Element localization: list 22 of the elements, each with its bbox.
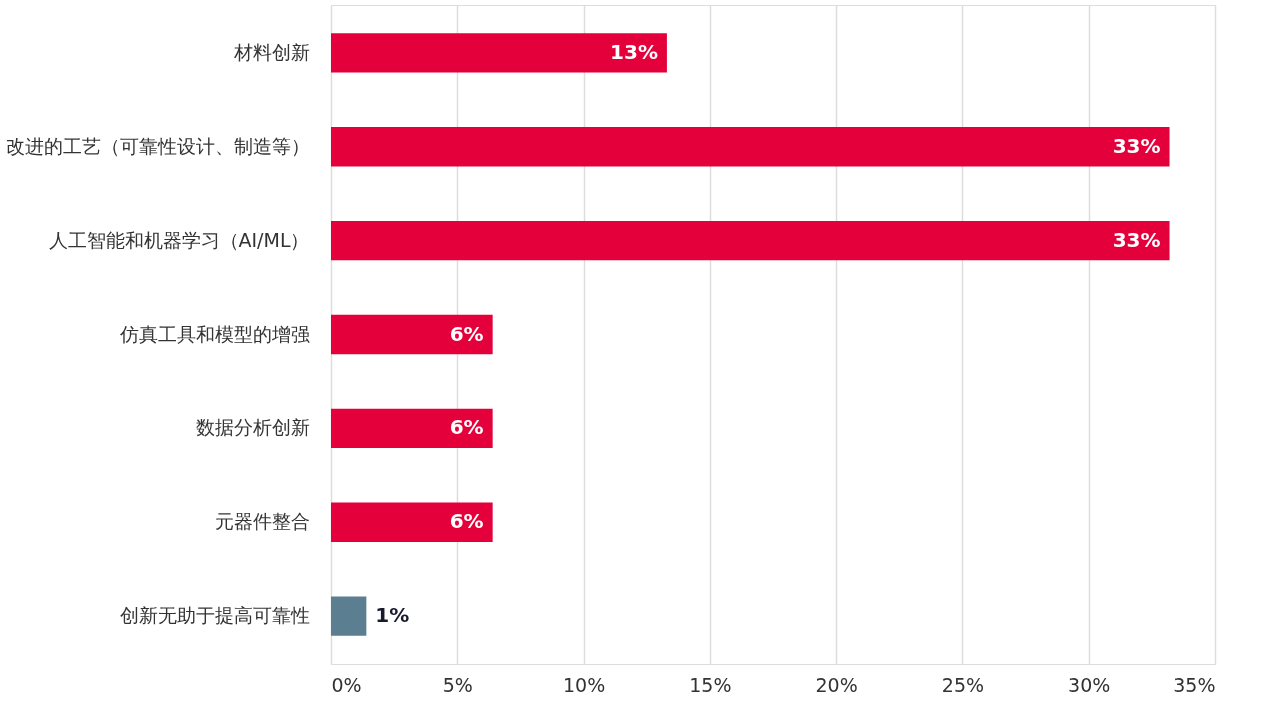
data-label: 1% bbox=[375, 603, 410, 628]
data-label: 6% bbox=[449, 509, 484, 534]
x-tick-label: 15% bbox=[689, 673, 732, 696]
y-tick-label: 仿真工具和模型的增强 bbox=[118, 322, 310, 345]
x-tick-label: 10% bbox=[562, 673, 606, 696]
y-tick-label: 元器件整合 bbox=[214, 510, 310, 533]
data-label: 6% bbox=[449, 321, 484, 346]
data-label: 6% bbox=[449, 415, 484, 440]
y-tick-label: 人工智能和机器学习（AI/ML） bbox=[48, 228, 310, 251]
data-label: 33% bbox=[1112, 133, 1161, 158]
x-tick-label: 30% bbox=[1068, 673, 1111, 696]
y-tick-label: 数据分析创新 bbox=[195, 416, 310, 439]
data-label: 33% bbox=[1112, 227, 1161, 252]
y-tick-label: 材料创新 bbox=[232, 40, 310, 63]
x-tick-label: 35% bbox=[1173, 673, 1216, 696]
x-tick-label: 25% bbox=[941, 673, 985, 696]
x-tick-label: 5% bbox=[442, 673, 473, 696]
y-tick-label: 改进的工艺（可靠性设计、制造等） bbox=[5, 134, 310, 157]
x-tick-label: 20% bbox=[815, 673, 858, 696]
y-tick-label: 创新无助于提高可靠性 bbox=[119, 604, 310, 627]
data-label: 13% bbox=[610, 39, 658, 64]
x-tick-label: 0% bbox=[331, 673, 362, 696]
